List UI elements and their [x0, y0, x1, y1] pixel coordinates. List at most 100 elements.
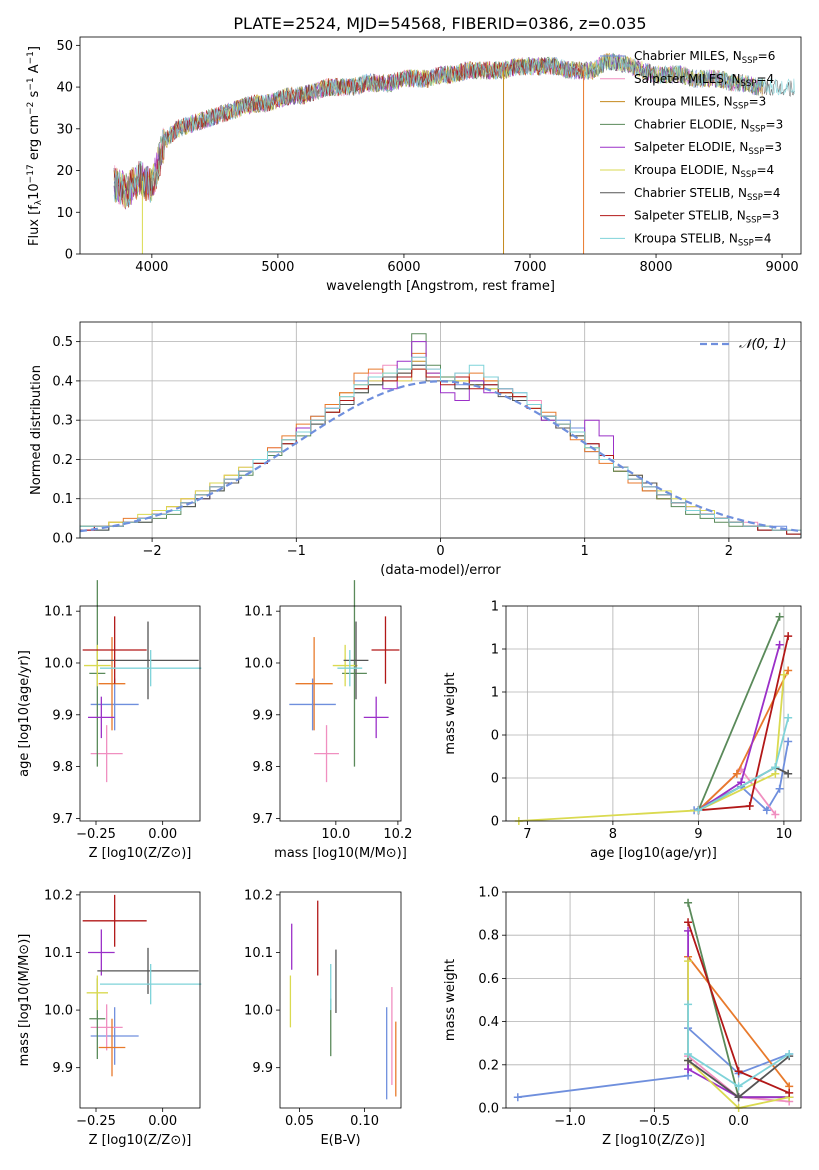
y-tick-label: 1: [491, 686, 499, 701]
mass-weight-line: [518, 674, 785, 822]
axes-frame: [505, 605, 802, 822]
figure-title: PLATE=2524, MJD=54568, FIBERID=0386, z=0…: [233, 14, 646, 33]
y-tick-label: 9.7: [52, 812, 73, 827]
y-tick-label: 1: [491, 643, 499, 658]
axes-frame: [79, 36, 802, 255]
age-vs-mass-panel: 10.0 10.2 9.7 9.8 9.9 10.0 10.1 mass [log10(M/M…: [244, 580, 412, 861]
x-tick-label: −0.5: [639, 1114, 671, 1129]
y-tick-label: 0.4: [52, 374, 73, 389]
mass-weight-marker: [771, 763, 780, 772]
x-tick-label: 4000: [135, 260, 168, 275]
y-axis-label-part: Flux [f: [27, 205, 42, 246]
legend-tail: =3: [762, 209, 780, 223]
y-tick-label: 0.4: [478, 1015, 499, 1030]
mass-weight-vs-metallicity-panel: −1.0 −0.5 0.0 0.0 0.2 0.4 0.6 0.8 1.0 Z [log10(Z/…: [443, 886, 802, 1148]
legend-subscript: SSP: [738, 238, 754, 248]
y-tick-label: 10.0: [244, 656, 273, 671]
y-axis-label: mass weight: [443, 672, 458, 754]
y-axis-label-part: −1: [26, 51, 36, 64]
y-tick-label: 40: [56, 81, 73, 96]
x-axis-label: age [log10(age/yr)]: [590, 846, 717, 861]
mass-weight-marker: [734, 1093, 743, 1102]
spectrum-line: [113, 54, 795, 207]
x-tick-label: 2: [725, 544, 733, 559]
mass-vs-metallicity-panel: −0.25 0.00 9.9 10.0 10.1 10.2 Z [log10(Z/Z⊙)] m…: [17, 888, 202, 1148]
x-axis-label: wavelength [Angstrom, rest frame]: [326, 279, 555, 294]
y-tick-label: 0.0: [52, 532, 73, 547]
mass-weight-marker: [775, 612, 784, 621]
y-tick-label: 10.1: [44, 946, 73, 961]
y-tick-label: 10.2: [44, 888, 73, 903]
y-axis-label: mass [log10(M/M⊙)]: [17, 934, 32, 1067]
x-tick-label: 0.00: [148, 827, 177, 842]
mass-weight-marker: [784, 769, 793, 778]
x-tick-label: 10.2: [383, 827, 412, 842]
y-axis-label-part: ]: [27, 46, 42, 51]
y-tick-label: 20: [56, 164, 73, 179]
mass-weight-marker: [775, 640, 784, 649]
legend-subscript: SSP: [750, 124, 766, 134]
axes-frame: [505, 891, 802, 1109]
y-axis-label-part: λ: [34, 199, 44, 205]
y-tick-label: 10.2: [244, 888, 273, 903]
mass-weight-marker: [684, 1050, 693, 1058]
mass-weight-marker: [784, 632, 793, 641]
y-tick-label: 10.1: [44, 605, 73, 620]
y-tick-label: 9.8: [52, 760, 73, 775]
residual-histogram-panel: −2 −1 0 1 2 0.0 0.1 0.2 0.3 0.4 0.5 𝒩(0, 1) (data-mo…: [29, 321, 802, 578]
legend-label: Salpeter MILES, NSSP=4: [634, 72, 774, 89]
mass-weight-marker: [684, 1065, 693, 1074]
x-tick-label: 9000: [766, 260, 799, 275]
x-tick-label: 8000: [639, 260, 672, 275]
legend-tail: =3: [749, 95, 767, 109]
y-tick-label: 0.8: [478, 929, 499, 944]
y-axis-label: Flux [fλ10−17 erg cm−2 s−1 A−1]: [26, 46, 44, 246]
x-tick-label: 10.0: [321, 827, 350, 842]
y-tick-label: 0.2: [478, 1058, 499, 1073]
x-tick-label: 0.00: [148, 1114, 177, 1129]
y-tick-label: 10.1: [244, 946, 273, 961]
legend-subscript: SSP: [733, 102, 749, 112]
x-tick-label: 0: [436, 544, 444, 559]
mass-vs-ebv-panel: 0.05 0.10 9.9 10.0 10.1 10.2 E(B-V): [244, 888, 402, 1148]
y-tick-label: 30: [56, 122, 73, 137]
legend-tail: =3: [766, 117, 784, 131]
mass-weight-marker: [779, 670, 788, 679]
age-vs-metallicity-panel: −0.25 0.00 9.7 9.8 9.9 10.0 10.1 Z [log10(Z/Z⊙)…: [17, 580, 202, 861]
mass-weight-marker: [513, 1093, 522, 1102]
y-axis-label-part: −2: [26, 102, 36, 115]
legend-name: Salpeter STELIB, N: [634, 209, 746, 223]
mass-weight-marker: [684, 957, 693, 966]
axes-frame: [279, 891, 402, 1109]
legend-subscript: SSP: [747, 193, 763, 203]
x-axis-label: (data-model)/error: [380, 563, 501, 578]
x-tick-label: 0.05: [285, 1114, 314, 1129]
x-axis-label: Z [log10(Z/Z⊙)]: [89, 1133, 192, 1148]
legend-label: Salpeter STELIB, NSSP=3: [634, 209, 779, 226]
mass-weight-line: [517, 1026, 790, 1099]
y-tick-label: 9.8: [252, 760, 273, 775]
x-tick-label: −1.0: [554, 1114, 586, 1129]
legend-tail: =4: [754, 231, 772, 245]
legend-name: Chabrier STELIB, N: [634, 186, 747, 200]
mass-weight-marker: [745, 801, 754, 810]
legend-name: Kroupa STELIB, N: [634, 231, 738, 245]
x-tick-label: 6000: [387, 260, 420, 275]
y-axis-label: Normed distribution: [29, 365, 44, 495]
legend-name: Salpeter MILES, N: [634, 72, 741, 86]
y-tick-label: 10.0: [244, 1004, 273, 1019]
x-tick-label: 8: [609, 827, 617, 842]
y-tick-label: 9.7: [252, 812, 273, 827]
axes-frame: [79, 605, 201, 822]
y-tick-label: 10.0: [44, 1004, 73, 1019]
spectrum-line: [113, 57, 584, 208]
x-tick-label: 0.0: [728, 1114, 749, 1129]
x-axis-label: mass [log10(M/M⊙)]: [274, 846, 407, 861]
x-tick-label: 9: [694, 827, 702, 842]
y-tick-label: 10.0: [44, 656, 73, 671]
y-tick-label: 10.1: [244, 605, 273, 620]
mass-weight-marker: [734, 1082, 743, 1091]
mass-weight-marker: [775, 784, 784, 793]
legend-label: Kroupa ELODIE, NSSP=4: [634, 163, 774, 180]
legend-label: Chabrier STELIB, NSSP=4: [634, 186, 781, 203]
